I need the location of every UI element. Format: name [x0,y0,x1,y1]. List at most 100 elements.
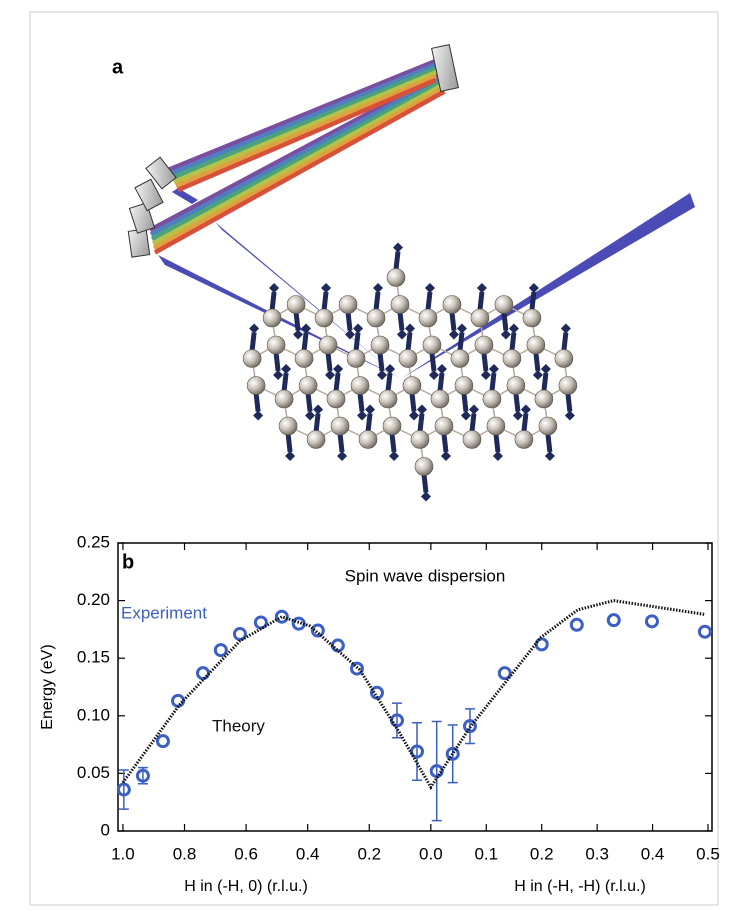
panel-label: a [112,56,124,78]
spin-head [285,451,296,461]
atom [246,376,266,395]
atom [306,430,326,449]
spin-head [512,410,523,421]
spin-head [436,364,447,374]
x-tick-label: 0.6 [234,844,258,863]
spin [249,332,257,351]
spin-head [313,404,324,415]
spin-head [373,283,384,293]
atom [450,349,470,368]
spin-head [325,370,336,380]
spin-head [492,451,503,461]
frame [29,11,719,906]
spin-head [476,283,487,293]
data-point [213,643,228,658]
beam-band [151,82,445,246]
beam-band [175,73,437,189]
spin-head [421,491,431,502]
y-axis-label: Energy (eV) [39,644,56,729]
spin-head [520,404,531,415]
beam-band [150,79,445,241]
atom [350,376,370,395]
data-point [291,616,306,631]
spin-head [488,364,499,374]
data-point [569,617,584,632]
spin [449,312,457,331]
spin [389,433,397,453]
atom [386,268,406,287]
x-tick-label: 0.2 [357,844,381,863]
atom [366,308,386,328]
spin-head [440,451,451,461]
atom [378,389,398,409]
spin-head [417,404,427,415]
legend-label: Theory [212,716,265,735]
atom [262,308,282,328]
x-tick-label: 0.1 [474,844,498,863]
spin [325,352,333,372]
chart-panel-b: b Spin wave dispersion Energy (eV) H in … [39,532,720,895]
atom [294,349,314,368]
atom [382,416,402,436]
spin-head [273,370,284,380]
error-bar [447,724,458,784]
spin [321,291,329,311]
spin [513,393,521,412]
atom [358,430,378,449]
data-point [644,614,659,629]
x-axis-label: H in (-H, 0) (r.l.u.) [184,878,308,895]
spin-head [377,370,388,380]
spin [305,393,313,412]
spin-head [405,323,415,334]
data-point [155,734,170,749]
spin-head [397,329,407,340]
y-tick-label: 0.10 [77,705,110,724]
spin-head [333,364,344,374]
beam-band [177,77,437,193]
y-tick-label: 0.25 [77,532,110,551]
spin [545,433,553,453]
spin-head [305,410,316,421]
atom [526,335,546,355]
atom [298,376,318,395]
atom [402,376,422,395]
atom [534,389,554,409]
dispersed-beams [148,57,446,255]
spin-head [345,329,356,340]
x-tick-label: 0.2 [530,844,554,863]
spin [509,332,517,351]
y-tick-label: 0.15 [77,648,110,667]
spin-head [468,404,479,415]
spin [405,332,413,351]
atom [398,349,418,368]
data-point [606,613,621,628]
spin-head [385,364,396,374]
atom [286,295,306,314]
atom [502,349,522,368]
scattered-beam [172,188,198,204]
x-tick-label: 0.4 [641,844,665,863]
atom [442,295,462,314]
y-tick-label: 0.05 [77,763,110,782]
spin-head [424,283,435,293]
spin [477,291,485,311]
atom [470,308,490,328]
error-bar [431,720,442,822]
data-point [274,609,289,624]
incident-beam [402,193,695,378]
atom [274,389,294,409]
spin-head [460,410,471,421]
atom [318,335,338,355]
atom [330,416,350,436]
atom [494,295,514,314]
spin-head [365,404,376,415]
x-axis-label: H in (-H, -H) (r.l.u.) [514,878,646,895]
data-point [410,744,425,759]
analyzer-mirror [127,156,177,258]
spin [421,474,429,493]
data-point [349,661,364,676]
spin-head [353,323,364,334]
spin [417,413,425,432]
atom [242,349,262,368]
